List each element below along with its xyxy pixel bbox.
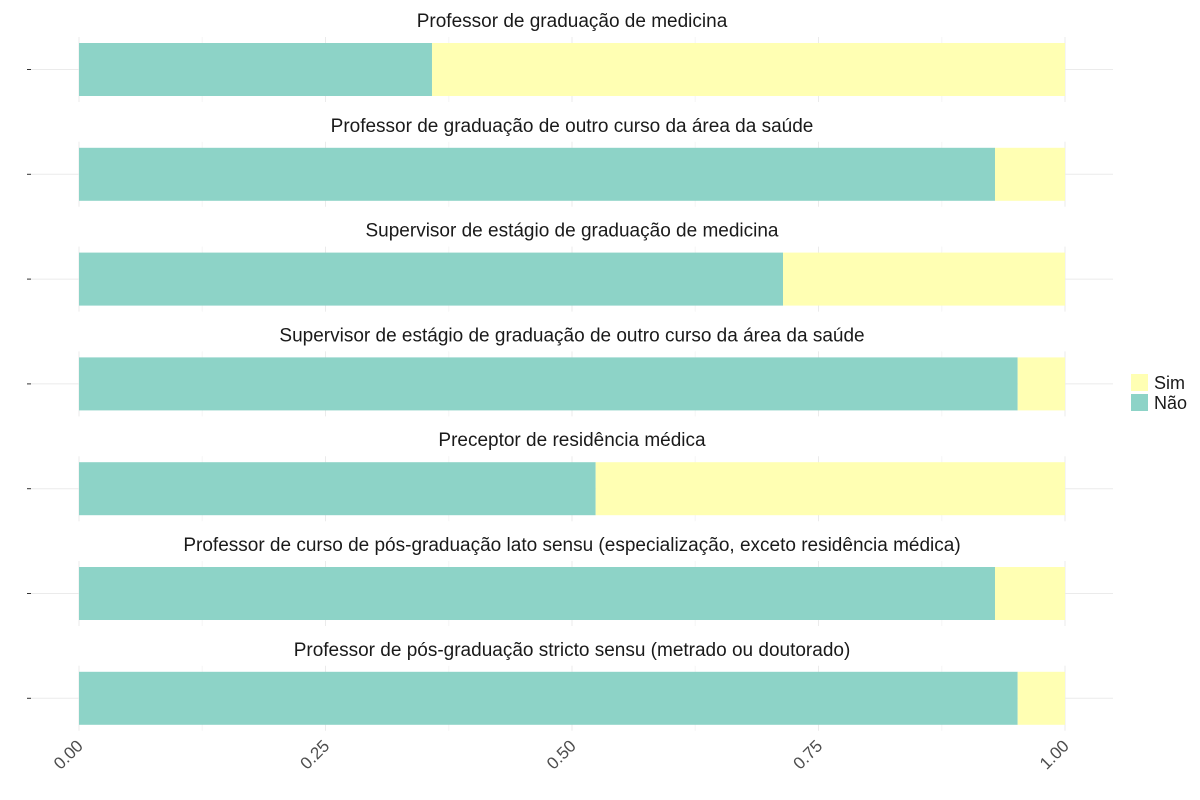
facet-title: Supervisor de estágio de graduação de me… [366, 221, 779, 242]
x-tick-label: 0.25 [296, 736, 333, 773]
x-tick-label: 0.75 [789, 736, 826, 773]
bar-nao [79, 357, 1018, 411]
bar-nao [79, 462, 596, 516]
bar-sim [994, 147, 1065, 201]
bar-sim [595, 462, 1065, 516]
facet-title: Professor de graduação de outro curso da… [331, 116, 814, 137]
facet-title: Professor de graduação de medicina [417, 11, 728, 32]
bar-nao [79, 43, 432, 96]
bar-sim [994, 567, 1065, 620]
facet-title: Professor de pós-graduação stricto sensu… [294, 640, 851, 661]
x-tick-label: 0.00 [50, 736, 87, 773]
bar-sim [1017, 357, 1065, 411]
legend-key-nao [1131, 394, 1148, 411]
bar-nao [79, 147, 995, 201]
bar-nao [79, 252, 784, 306]
facet-panels: Professor de graduação de medicina Profes… [79, 11, 1065, 725]
x-tick-label: 0.50 [543, 736, 580, 773]
facet-title: Preceptor de residência médica [438, 430, 706, 451]
facet-title: Supervisor de estágio de graduação de ou… [279, 325, 864, 346]
bar-nao [79, 567, 995, 620]
legend-key-sim [1131, 374, 1148, 391]
bar-sim [1017, 671, 1065, 725]
x-tick-label: 1.00 [1036, 736, 1073, 773]
bar-sim [431, 43, 1065, 96]
legend-label: Não [1154, 393, 1187, 413]
bar-sim [783, 252, 1065, 306]
facet-title: Professor de curso de pós-graduação lato… [183, 535, 960, 556]
bar-nao [79, 671, 1018, 725]
legend-label: Sim [1154, 373, 1185, 393]
